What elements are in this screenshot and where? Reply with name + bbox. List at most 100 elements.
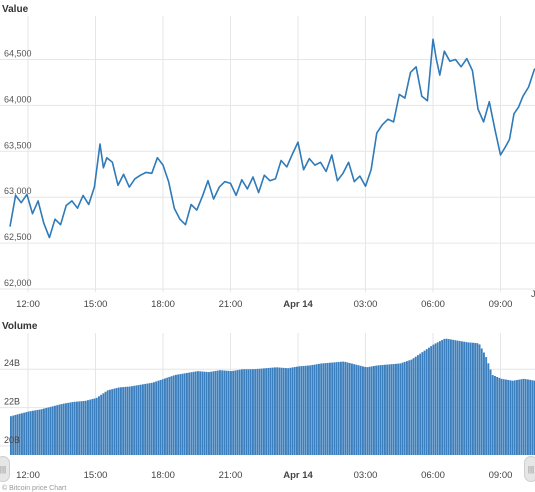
volume-bar	[210, 371, 213, 455]
volume-bar	[51, 406, 54, 455]
volume-bar	[340, 361, 342, 455]
volume-bar	[117, 387, 120, 455]
label-layer: 62,000 62,500 63,000 63,500 64,000 64,500 12:0…	[4, 49, 512, 482]
value-y-tick-label: 63,500	[4, 140, 32, 150]
volume-bar	[247, 369, 250, 455]
volume-bar	[344, 361, 347, 455]
volume-bar	[524, 379, 527, 455]
volume-bar	[177, 374, 180, 455]
volume-bar	[38, 409, 41, 455]
volume-bar	[434, 343, 437, 455]
volume-bar	[170, 376, 173, 455]
volume-bar	[410, 359, 413, 455]
volume-bar	[373, 366, 375, 455]
volume-bar	[106, 390, 109, 455]
volume-bar	[439, 341, 441, 455]
volume-bar	[25, 412, 28, 455]
volume-bar	[485, 357, 488, 455]
volume-bar	[386, 364, 389, 455]
volume-bar	[359, 365, 362, 455]
volume-bar	[287, 368, 290, 455]
volume-bar	[205, 371, 208, 455]
volume-bar	[230, 371, 232, 455]
volume-bar	[126, 386, 129, 455]
volume-bar	[219, 370, 221, 455]
volume-bar	[95, 397, 98, 455]
volume-bar	[390, 364, 393, 455]
volume-x-tick-label: Apr 14	[283, 470, 313, 481]
volume-bar	[445, 338, 448, 455]
volume-bar	[430, 346, 433, 455]
volume-bar	[78, 401, 81, 455]
volume-bar	[62, 403, 65, 455]
volume-bar	[208, 372, 210, 455]
x-axis-cut-label: J	[531, 289, 535, 299]
value-x-tick-label: Apr 14	[283, 299, 313, 310]
volume-x-tick-label: 03:00	[354, 470, 378, 481]
volume-bar	[102, 393, 105, 455]
volume-bar	[403, 361, 406, 455]
volume-bar	[395, 363, 397, 455]
volume-bar	[201, 371, 204, 455]
volume-bar	[128, 386, 131, 455]
volume-bar	[527, 379, 529, 455]
volume-bar	[58, 404, 61, 455]
volume-bar	[432, 344, 435, 455]
navigator-left-handle[interactable]: |||	[0, 456, 10, 482]
volume-bar	[487, 363, 490, 455]
volume-bar	[124, 386, 127, 455]
volume-bar	[179, 374, 182, 455]
volume-bar	[157, 380, 160, 455]
volume-bar	[293, 367, 296, 455]
volume-bar	[120, 387, 122, 455]
volume-bar	[348, 363, 351, 455]
volume-bar	[307, 365, 309, 455]
volume-bar	[461, 341, 463, 455]
volume-bar	[353, 364, 356, 455]
volume-bar	[104, 391, 107, 455]
volume-bar	[315, 364, 318, 455]
volume-bar	[238, 369, 241, 455]
volume-bar	[531, 380, 534, 455]
volume-bar	[271, 367, 274, 455]
value-y-tick-label: 62,000	[4, 278, 32, 288]
value-x-tick-label: 09:00	[489, 299, 513, 310]
volume-bar	[384, 364, 386, 455]
navigator-right-handle[interactable]: |||	[524, 456, 535, 482]
volume-bar	[364, 366, 367, 455]
volume-bar	[34, 410, 37, 455]
volume-x-tick-label: 06:00	[421, 470, 445, 481]
volume-bar	[32, 410, 34, 455]
value-series-line	[9, 38, 535, 239]
volume-bar	[337, 361, 340, 455]
volume-bar	[212, 371, 215, 455]
volume-bar	[329, 362, 331, 455]
volume-bar	[533, 380, 535, 455]
volume-bar	[447, 339, 450, 455]
volume-bar	[142, 384, 144, 455]
volume-bar	[188, 372, 191, 455]
value-y-tick-label: 62,500	[4, 232, 32, 242]
volume-bar	[241, 369, 243, 455]
volume-bar	[511, 380, 514, 455]
volume-bar	[454, 340, 457, 455]
volume-bar	[443, 338, 446, 455]
volume-bar	[168, 376, 171, 455]
volume-bar	[111, 389, 114, 455]
volume-bar	[498, 377, 501, 455]
volume-bar	[408, 360, 411, 455]
volume-x-tick-label: 15:00	[84, 470, 108, 481]
volume-bar	[313, 364, 316, 455]
volume-bar	[252, 369, 254, 455]
volume-bar	[412, 358, 415, 455]
value-x-tick-label: 21:00	[219, 299, 243, 310]
value-x-tick-label: 15:00	[84, 299, 108, 310]
volume-bar	[296, 366, 298, 455]
volume-bar	[146, 383, 149, 455]
volume-bar	[478, 344, 481, 455]
volume-bar	[362, 366, 364, 455]
volume-bar	[216, 370, 219, 455]
volume-bar	[276, 367, 279, 455]
volume-bar	[203, 371, 206, 455]
